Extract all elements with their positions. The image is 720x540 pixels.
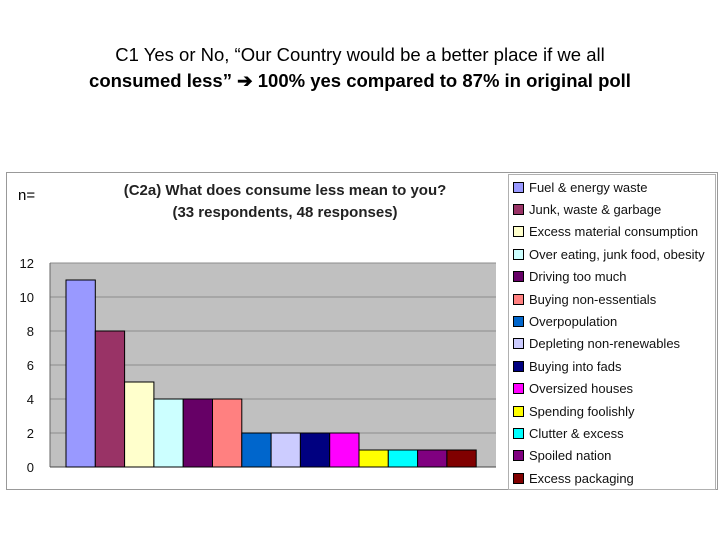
legend-swatch — [513, 271, 524, 283]
slide-title: C1 Yes or No, “Our Country would be a be… — [20, 42, 700, 94]
legend-swatch — [513, 472, 524, 484]
legend-label: Excess material consumption — [529, 224, 699, 240]
legend-label: Junk, waste & garbage — [529, 201, 662, 217]
legend-item: Depleting non-renewables — [513, 334, 680, 354]
bar — [329, 432, 360, 468]
legend-label: Spoiled nation — [529, 448, 612, 464]
bar — [153, 398, 184, 468]
legend-swatch — [513, 181, 524, 193]
chart-subtitle: (33 respondents, 48 responses) — [172, 204, 398, 221]
bar — [358, 449, 389, 468]
legend-item: Junk, waste & garbage — [513, 199, 661, 219]
bar — [65, 279, 96, 468]
legend-swatch — [513, 427, 524, 439]
legend-item: Clutter & excess — [513, 423, 624, 443]
y-tick-label: 2 — [27, 426, 34, 441]
bar — [241, 432, 272, 468]
slide-title-line2: consumed less” ➔ 100% yes compared to 87… — [20, 68, 700, 94]
legend-label: Buying non-essentials — [529, 291, 657, 307]
legend-item: Excess packaging — [513, 468, 634, 488]
arrow-icon: ➔ — [237, 70, 253, 91]
legend-item: Over eating, junk food, obesity — [513, 244, 705, 264]
legend-item: Driving too much — [513, 267, 627, 287]
bar — [387, 449, 419, 468]
bar — [446, 449, 477, 468]
slide-title-part1: consumed less” — [89, 70, 232, 91]
legend-swatch — [513, 293, 524, 305]
legend-item: Excess material consumption — [513, 222, 698, 242]
legend-label: Over eating, junk food, obesity — [529, 246, 705, 262]
y-tick-label: 8 — [27, 324, 34, 339]
legend-item: Oversized houses — [513, 379, 633, 399]
slide-title-part2: 100% yes compared to 87% in original pol… — [257, 70, 631, 91]
legend-swatch — [513, 338, 524, 350]
bar — [94, 330, 126, 468]
bar — [270, 432, 301, 468]
legend-label: Overpopulation — [529, 313, 618, 329]
chart-legend: Fuel & energy waste Junk, waste & garbage… — [508, 174, 716, 490]
legend-label: Driving too much — [529, 269, 627, 285]
legend-swatch — [513, 405, 524, 417]
legend-label: Oversized houses — [529, 381, 634, 397]
bar — [212, 398, 243, 468]
y-tick-label: 0 — [27, 460, 34, 475]
legend-label: Spending foolishly — [529, 403, 635, 419]
legend-item: Fuel & energy waste — [513, 177, 648, 197]
slide-title-line1: C1 Yes or No, “Our Country would be a be… — [115, 44, 605, 65]
legend-label: Buying into fads — [529, 358, 622, 374]
legend-label: Clutter & excess — [529, 425, 624, 441]
bar — [299, 432, 331, 468]
legend-label: Excess packaging — [529, 470, 634, 486]
chart-title-main: (C2a) What does consume less mean to you… — [123, 182, 447, 199]
bar — [182, 398, 213, 468]
legend-swatch — [513, 383, 524, 395]
chart-title: (C2a) What does consume less mean to you… — [90, 180, 480, 224]
legend-item: Buying non-essentials — [513, 289, 656, 309]
legend-swatch — [513, 226, 524, 238]
legend-item: Spending foolishly — [513, 401, 635, 421]
bar — [124, 381, 155, 468]
y-tick-label: 4 — [27, 392, 34, 407]
y-tick-label: 10 — [20, 290, 34, 305]
n-label: n= — [18, 187, 36, 204]
legend-label: Depleting non-renewables — [529, 336, 681, 352]
legend-item: Spoiled nation — [513, 446, 611, 466]
y-tick-label: 12 — [20, 256, 34, 271]
legend-item: Buying into fads — [513, 356, 622, 376]
y-tick-label: 6 — [27, 358, 34, 373]
bar — [417, 449, 448, 468]
legend-item: Overpopulation — [513, 311, 617, 331]
legend-swatch — [513, 248, 524, 260]
legend-swatch — [513, 203, 524, 215]
legend-swatch — [513, 315, 524, 327]
legend-swatch — [513, 450, 524, 462]
legend-label: Fuel & energy waste — [529, 179, 648, 195]
legend-swatch — [513, 360, 524, 372]
